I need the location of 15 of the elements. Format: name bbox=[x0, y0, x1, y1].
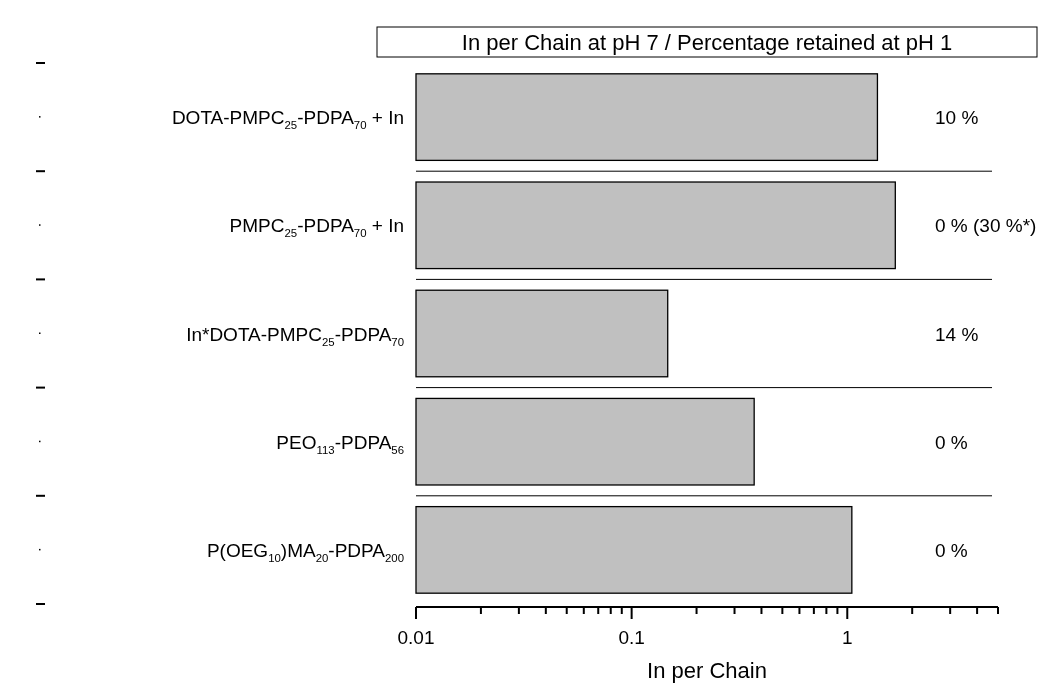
annotation: 0 % bbox=[935, 431, 968, 453]
annotation: 14 % bbox=[935, 323, 979, 345]
annotation: 0 % bbox=[935, 539, 968, 561]
y-tick-label: PEO$_{113}$-PDPA$_{56}$ bbox=[276, 431, 404, 456]
annotation: 10 % bbox=[935, 107, 979, 129]
y-tick-label: DOTA-PMPC$_{25}$-PDPA$_{70}$ + In bbox=[171, 107, 404, 132]
y-tick-label: In*DOTA-PMPC$_{25}$-PDPA$_{70}$ bbox=[186, 323, 404, 348]
x-tick-label: 0.01 bbox=[397, 627, 435, 648]
x-tick-label: 0.1 bbox=[618, 627, 645, 648]
x-tick-label: 1 bbox=[841, 627, 853, 648]
x-axis-title: In per Chain bbox=[647, 658, 767, 683]
y-tick-label: P(OEG$_{10}$)MA$_{20}$-PDPA$_{200}$ bbox=[206, 539, 404, 565]
y-tick-label: PMPC$_{25}$-PDPA$_{70}$ + In bbox=[229, 215, 404, 240]
annotation: 0 % (30 %*) bbox=[935, 215, 1037, 237]
chart-title: In per Chain at pH 7 / Percentage retained at pH 1 bbox=[461, 30, 953, 55]
